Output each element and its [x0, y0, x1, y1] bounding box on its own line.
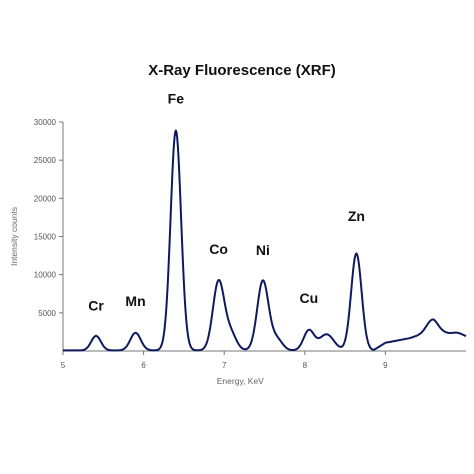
peak-label-fe: Fe: [168, 91, 185, 107]
x-tick-label: 7: [222, 361, 227, 370]
peak-label-cu: Cu: [299, 290, 318, 306]
x-tick-label: 6: [141, 361, 146, 370]
peak-label-zn: Zn: [348, 208, 365, 224]
y-tick-label: 30000: [34, 118, 57, 127]
x-axis-label: Energy, KeV: [217, 376, 264, 386]
x-ticks: 5 6 7 8 9: [61, 351, 388, 370]
x-tick-label: 9: [383, 361, 388, 370]
chart-title: X-Ray Fluorescence (XRF): [148, 62, 336, 79]
x-tick-label: 5: [61, 361, 66, 370]
peak-label-mn: Mn: [125, 293, 145, 309]
y-tick-label: 10000: [34, 271, 57, 280]
x-tick-label: 8: [303, 361, 308, 370]
peak-label-ni: Ni: [256, 242, 270, 258]
peak-label-cr: Cr: [88, 298, 104, 314]
y-ticks: 5000 10000 15000 20000 25000 30000: [34, 118, 63, 318]
peak-label-co: Co: [209, 241, 228, 257]
y-tick-label: 25000: [34, 156, 57, 165]
y-axis-label: Intensity counts: [9, 207, 19, 266]
y-tick-label: 15000: [34, 233, 57, 242]
peak-labels: Cr Mn Fe Co Ni Cu Zn: [88, 91, 365, 314]
y-tick-label: 5000: [38, 309, 56, 318]
spectrum-line: [62, 129, 467, 352]
y-tick-label: 20000: [34, 194, 57, 203]
